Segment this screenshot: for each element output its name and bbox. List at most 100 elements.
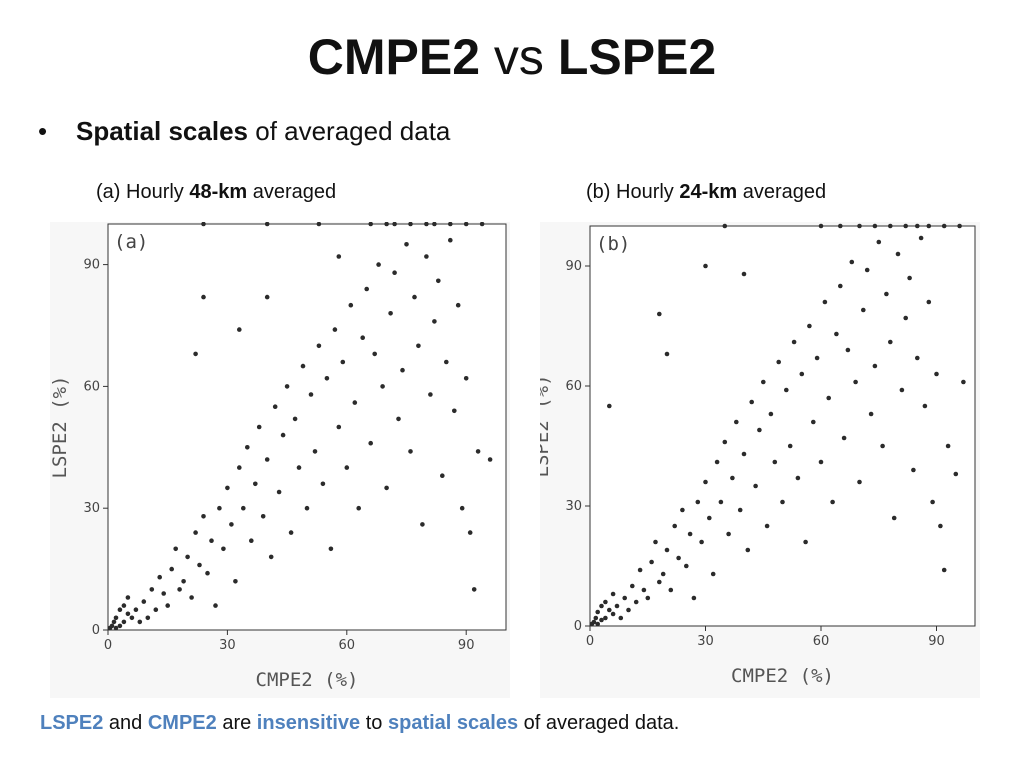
scatter-point bbox=[133, 607, 139, 612]
scatter-point bbox=[424, 254, 429, 259]
scatter-point bbox=[312, 449, 318, 454]
scatter-point bbox=[637, 567, 643, 573]
scatter-point bbox=[304, 505, 310, 511]
scatter-point bbox=[895, 251, 901, 257]
subtitle-b-bold: 24-km bbox=[679, 181, 738, 203]
scatter-point bbox=[861, 307, 866, 313]
scatter-point bbox=[149, 587, 155, 592]
scatter-point bbox=[653, 539, 658, 545]
panel-label: (a) bbox=[114, 231, 148, 253]
scatter-point bbox=[408, 222, 413, 227]
scatter-point bbox=[256, 424, 262, 430]
scatter-point bbox=[185, 554, 190, 560]
scatter-point bbox=[424, 222, 429, 227]
scatter-point bbox=[408, 449, 413, 454]
scatter-point bbox=[396, 416, 401, 422]
scatter-point bbox=[880, 443, 885, 449]
scatter-point bbox=[253, 481, 258, 487]
scatter-point bbox=[288, 530, 294, 535]
scatter-point bbox=[201, 514, 206, 519]
plot-frame bbox=[589, 225, 976, 627]
subtitle-a-bold: 48-km bbox=[189, 181, 248, 203]
scatter-point bbox=[237, 327, 242, 332]
scatter-point bbox=[680, 507, 685, 513]
scatter-point bbox=[161, 591, 166, 596]
scatter-point bbox=[356, 505, 362, 511]
scatter-point bbox=[125, 595, 131, 600]
bullet-point: • Spatial scales of averaged data bbox=[38, 116, 450, 147]
scatter-point bbox=[249, 538, 254, 543]
scatter-point bbox=[471, 587, 477, 592]
scatter-point bbox=[888, 339, 893, 345]
scatter-point bbox=[853, 379, 858, 385]
scatter-point bbox=[607, 403, 612, 409]
scatter-point bbox=[961, 379, 966, 385]
scatter-point bbox=[392, 270, 397, 275]
scatter-point bbox=[864, 267, 870, 273]
scatter-point bbox=[296, 465, 302, 470]
scatter-point bbox=[776, 359, 781, 365]
scatter-point bbox=[125, 611, 131, 617]
scatter-point bbox=[169, 566, 174, 572]
scatter-point bbox=[737, 507, 743, 513]
scatter-point bbox=[177, 587, 182, 592]
scatter-point bbox=[630, 583, 635, 589]
scatter-point bbox=[336, 424, 342, 430]
scatter-point bbox=[799, 371, 805, 377]
scatter-point bbox=[903, 315, 908, 321]
scatter-point bbox=[953, 471, 959, 477]
scatter-point bbox=[841, 435, 847, 441]
scatter-point bbox=[845, 347, 851, 353]
scatter-point bbox=[749, 399, 754, 405]
scatter-point bbox=[703, 479, 708, 485]
scatter-point bbox=[614, 603, 620, 609]
subtitle-b-pre: (b) Hourly bbox=[586, 181, 674, 203]
scatter-point bbox=[113, 615, 119, 621]
scatter-plot-a: 0 30 60 90 0 30 60 90 CMPE2 (%) LSPE2 (%) (a) bbox=[50, 222, 510, 698]
scatter-point bbox=[237, 465, 242, 470]
scatter-point bbox=[452, 408, 457, 414]
scatter-point bbox=[772, 459, 778, 465]
title-cmpe2: CMPE2 bbox=[307, 29, 481, 85]
scatter-point bbox=[941, 567, 947, 573]
footer-insensitive: insensitive bbox=[256, 712, 361, 734]
scatter-point bbox=[173, 546, 178, 552]
scatter-point bbox=[868, 411, 874, 417]
scatter-point bbox=[280, 432, 286, 438]
scatter-point bbox=[753, 483, 758, 489]
scatter-point bbox=[197, 562, 202, 568]
scatter-point bbox=[432, 319, 437, 324]
scatter-point bbox=[599, 603, 604, 609]
scatter-point bbox=[941, 223, 947, 229]
footer-and: and bbox=[108, 712, 143, 734]
scatter-point bbox=[641, 587, 647, 593]
scatter-point bbox=[193, 530, 198, 535]
scatter-point bbox=[432, 222, 437, 227]
scatter-point bbox=[818, 223, 824, 229]
scatter-point bbox=[225, 485, 230, 491]
scatter-point bbox=[217, 505, 222, 511]
scatter-point bbox=[857, 479, 862, 485]
scatter-point bbox=[328, 546, 334, 552]
scatter-point bbox=[241, 505, 246, 511]
scatter-point bbox=[915, 355, 920, 361]
scatter-point bbox=[284, 384, 290, 389]
scatter-point bbox=[668, 587, 674, 593]
scatter-point bbox=[595, 609, 600, 615]
slide-title: CMPE2 vs LSPE2 bbox=[0, 28, 1024, 86]
scatter-point bbox=[684, 563, 689, 569]
scatter-point bbox=[838, 223, 843, 229]
scatter-point bbox=[479, 222, 485, 227]
scatter-point bbox=[352, 400, 358, 405]
scatter-point bbox=[730, 475, 735, 481]
scatter-point bbox=[849, 259, 855, 265]
scatter-point bbox=[822, 299, 828, 305]
scatter-point bbox=[915, 223, 920, 229]
scatter-point bbox=[626, 607, 631, 613]
scatter-point bbox=[221, 546, 226, 552]
scatter-point bbox=[189, 595, 194, 600]
scatter-point bbox=[610, 591, 616, 597]
x-tick-label: 30 bbox=[219, 638, 236, 653]
scatter-point bbox=[292, 416, 298, 422]
scatter-point bbox=[233, 579, 238, 584]
